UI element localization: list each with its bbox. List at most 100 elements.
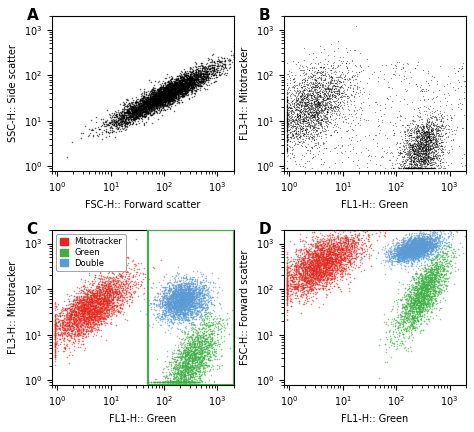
- Point: [180, 305, 187, 312]
- Point: [401, 115, 408, 122]
- Point: [165, 282, 173, 289]
- Point: [95, 290, 103, 297]
- Point: [96, 285, 103, 292]
- Point: [83, 315, 91, 322]
- Point: [403, 249, 410, 256]
- Point: [416, 140, 423, 147]
- Point: [321, 91, 329, 98]
- Point: [216, 300, 223, 307]
- Point: [405, 284, 413, 291]
- Point: [159, 98, 167, 105]
- Point: [326, 263, 333, 270]
- Point: [142, 96, 150, 103]
- Point: [283, 281, 291, 288]
- Point: [65, 321, 73, 328]
- Point: [192, 310, 200, 317]
- Point: [94, 309, 101, 316]
- Point: [400, 244, 407, 251]
- Point: [107, 305, 114, 311]
- Point: [169, 92, 176, 98]
- Point: [76, 308, 84, 315]
- Point: [188, 89, 196, 96]
- Point: [152, 92, 159, 98]
- Point: [423, 123, 431, 130]
- Point: [143, 101, 150, 108]
- Point: [125, 108, 132, 115]
- Point: [185, 367, 192, 374]
- Point: [165, 283, 173, 289]
- Point: [131, 111, 138, 118]
- Point: [283, 317, 291, 324]
- Point: [317, 249, 325, 256]
- Point: [412, 244, 419, 251]
- Point: [412, 307, 419, 314]
- Point: [303, 262, 311, 269]
- Point: [321, 87, 328, 94]
- Point: [156, 291, 164, 298]
- Point: [426, 303, 433, 310]
- Point: [148, 103, 156, 110]
- Point: [193, 349, 201, 356]
- Point: [415, 241, 422, 248]
- Point: [172, 89, 179, 95]
- Point: [122, 109, 129, 116]
- Point: [189, 359, 196, 365]
- Point: [421, 240, 428, 247]
- Point: [424, 165, 432, 172]
- Point: [323, 93, 331, 100]
- Point: [181, 379, 189, 386]
- Point: [181, 80, 188, 87]
- Point: [127, 278, 135, 285]
- Point: [405, 150, 413, 157]
- Point: [290, 128, 298, 135]
- Point: [300, 116, 307, 123]
- Point: [416, 316, 423, 323]
- Point: [408, 242, 416, 249]
- Point: [184, 92, 191, 98]
- Point: [422, 287, 429, 294]
- Point: [284, 277, 292, 284]
- Point: [187, 379, 195, 386]
- Point: [128, 103, 135, 110]
- Point: [165, 81, 173, 88]
- Point: [315, 74, 322, 81]
- Point: [159, 293, 167, 300]
- Point: [112, 128, 119, 135]
- Point: [186, 299, 194, 306]
- Point: [135, 108, 142, 115]
- Point: [419, 249, 427, 256]
- Point: [182, 351, 190, 358]
- Point: [202, 73, 210, 80]
- Point: [77, 301, 85, 308]
- Point: [188, 305, 195, 312]
- Point: [296, 111, 304, 118]
- Point: [76, 303, 84, 310]
- Point: [419, 163, 427, 170]
- Point: [64, 295, 72, 302]
- Point: [416, 143, 423, 150]
- Point: [283, 111, 291, 118]
- Point: [429, 140, 437, 146]
- Point: [313, 275, 321, 282]
- Point: [195, 365, 203, 372]
- Point: [187, 294, 194, 301]
- Point: [311, 251, 319, 258]
- Point: [293, 257, 301, 264]
- Point: [428, 281, 436, 288]
- Point: [401, 86, 409, 93]
- Point: [415, 248, 422, 255]
- Point: [319, 252, 327, 259]
- Point: [190, 77, 197, 84]
- Point: [78, 326, 85, 333]
- Point: [191, 303, 199, 310]
- Point: [126, 113, 134, 120]
- Point: [185, 346, 193, 353]
- Point: [434, 156, 441, 163]
- Point: [286, 118, 294, 125]
- Point: [180, 347, 187, 354]
- Point: [171, 84, 178, 91]
- Point: [170, 379, 177, 386]
- Point: [438, 138, 445, 145]
- Point: [421, 305, 429, 312]
- Point: [195, 292, 203, 299]
